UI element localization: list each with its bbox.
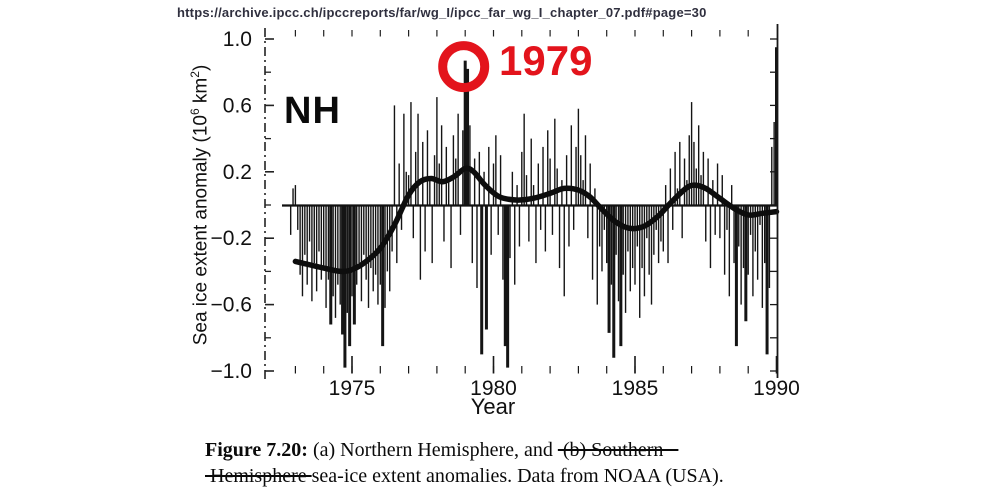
x-axis-tick-label: 1980 (470, 377, 517, 400)
hemisphere-label: NH (284, 90, 341, 132)
sea-ice-anomaly-chart: 1.0 0.6 0.2 −0.2 −0.6 −1.0 1975 1980 1985 1990 (211, 24, 800, 400)
y-axis-tick-label: −0.2 (211, 227, 252, 250)
caption-strikethrough-text: (b) Southern (557, 439, 679, 461)
y-axis-label-text: km (190, 77, 212, 109)
caption-strikethrough-text: Hemisphere (205, 465, 312, 487)
annotation-1979-label: 1979 (499, 37, 593, 84)
caption-text: Figure 7.20: (205, 439, 308, 461)
x-axis-label: Year (470, 394, 516, 419)
x-axis-tick-labels: 1975 1980 1985 1990 (329, 377, 800, 400)
caption-text: (a) Northern Hemisphere, and (307, 439, 558, 461)
y-axis (264, 28, 274, 380)
y-axis-label-exponent: 2 (188, 71, 202, 78)
y-axis-label-text: ) (190, 64, 212, 72)
y-axis-tick-label: 0.6 (223, 94, 252, 117)
y-axis-tick-label: −1.0 (211, 360, 252, 383)
y-axis-tick-label: 1.0 (223, 28, 252, 51)
smoothed-curve (292, 165, 780, 275)
y-axis-tick-labels: 1.0 0.6 0.2 −0.2 −0.6 −1.0 (211, 28, 252, 383)
y-axis-label: Sea ice extent anomaly (106 km2) (180, 35, 212, 375)
y-axis-tick-label: 0.2 (223, 161, 252, 184)
x-axis-tick-label: 1975 (329, 377, 376, 400)
y-axis-label-text: Sea ice extent anomaly (10 (190, 115, 212, 346)
top-tick-marks (294, 30, 749, 37)
source-url: https://archive.ipcc.ch/ipccreports/far/… (177, 5, 707, 20)
y-axis-label-exponent: 6 (188, 108, 202, 116)
caption-line: Figure 7.20: (a) Northern Hemisphere, an… (205, 437, 825, 463)
x-axis-tick-label: 1990 (753, 377, 800, 400)
x-axis-ticks (294, 356, 778, 374)
y-axis-tick-label: −0.6 (211, 294, 252, 317)
right-axis (770, 24, 779, 378)
highlight-circle (438, 41, 490, 93)
monthly-anomaly-bars (289, 47, 778, 368)
x-axis-tick-label: 1985 (612, 377, 659, 400)
caption-text: sea-ice extent anomalies. Data from NOAA… (311, 465, 724, 487)
figure-caption: Figure 7.20: (a) Northern Hemisphere, an… (205, 437, 825, 489)
caption-line: Hemisphere sea-ice extent anomalies. Dat… (205, 463, 825, 489)
